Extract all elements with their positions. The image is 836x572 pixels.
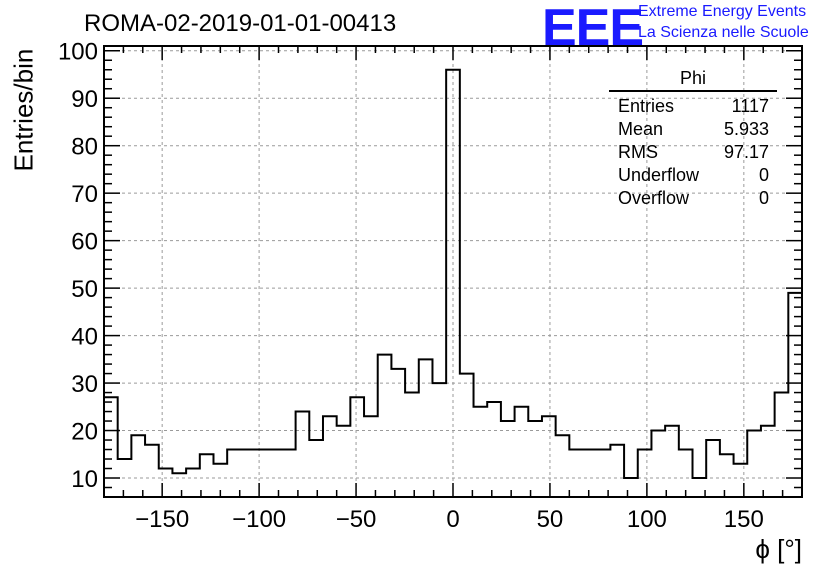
histogram-bin	[788, 293, 802, 497]
histogram-bin	[515, 407, 529, 497]
histogram-bin	[131, 435, 145, 497]
chart-title: ROMA-02-2019-01-01-00413	[84, 10, 397, 37]
histogram-bin	[651, 431, 665, 497]
histogram-bin	[323, 416, 337, 497]
y-tick-label: 100	[58, 39, 98, 66]
histogram-bin	[145, 445, 159, 497]
histogram-outline	[103, 68, 803, 497]
histogram-bin	[528, 421, 542, 497]
x-tick-label: 150	[724, 506, 764, 533]
histogram-bin	[255, 450, 269, 497]
y-axis-label: Entries/bin	[8, 48, 39, 172]
histogram-bin	[665, 426, 679, 497]
y-tick-label: 70	[71, 181, 98, 208]
histogram-bin	[432, 383, 446, 497]
stats-row: Underflow 0	[609, 164, 777, 187]
histogram-bin	[296, 412, 310, 497]
histogram-bin	[364, 416, 378, 497]
histogram-series	[103, 68, 803, 497]
logo-text-line1: Extreme Energy Events	[638, 3, 807, 20]
histogram-bin	[350, 397, 364, 497]
stats-value: 5.933	[723, 119, 769, 139]
stats-value: 0	[758, 188, 769, 208]
stats-row: RMS 97.17	[609, 141, 777, 164]
stats-row: Overflow 0	[609, 187, 777, 210]
histogram-bin	[282, 450, 296, 497]
histogram-bin	[761, 426, 775, 497]
stats-row: Mean 5.933	[609, 118, 777, 141]
histogram-bin	[309, 440, 323, 497]
histogram-bin	[569, 450, 583, 497]
stats-row: Entries 1117	[609, 95, 777, 118]
histogram-bin	[775, 393, 789, 497]
stats-value: 97.17	[723, 142, 769, 162]
histogram-bin	[610, 445, 624, 497]
stats-value: 0	[758, 165, 769, 185]
histogram-bin	[583, 450, 597, 497]
stats-title: Phi	[609, 68, 777, 92]
histogram-bin	[337, 426, 351, 497]
histogram-bin	[638, 450, 652, 497]
x-tick-label: 50	[537, 506, 564, 533]
histogram-bin	[706, 440, 720, 497]
stats-box: Phi Entries 1117 Mean 5.933 RMS 97.17 Un…	[609, 68, 777, 210]
x-tick-label: 0	[446, 506, 459, 533]
histogram-bin	[172, 473, 186, 497]
histogram-bin	[419, 359, 433, 497]
stats-label: RMS	[618, 142, 658, 162]
x-tick-label: −150	[135, 506, 189, 533]
x-tick-label: −50	[336, 506, 377, 533]
histogram-bin	[159, 469, 173, 497]
y-tick-label: 60	[71, 229, 98, 256]
histogram-bin	[693, 478, 707, 497]
histogram-bin	[747, 431, 761, 497]
y-tick-label: 90	[71, 86, 98, 113]
x-tick-label: −100	[232, 506, 286, 533]
eee-logo-mark: EEE	[542, 0, 644, 57]
histogram-bin	[597, 450, 611, 497]
x-tick-label: 100	[627, 506, 667, 533]
histogram-bin	[679, 450, 693, 497]
stats-label: Entries	[618, 96, 675, 116]
histogram-bin	[186, 469, 200, 497]
histogram-bin	[624, 478, 638, 497]
stats-label: Overflow	[618, 188, 690, 208]
y-tick-label: 30	[71, 371, 98, 398]
stats-label: Underflow	[618, 165, 700, 185]
histogram-bin	[227, 450, 241, 497]
histogram-bin	[405, 393, 419, 497]
stats-value: 1117	[731, 96, 769, 116]
y-tick-label: 50	[71, 276, 98, 303]
y-tick-label: 10	[71, 466, 98, 493]
histogram-bin	[542, 416, 556, 497]
x-axis-label: ϕ [°]	[755, 534, 802, 564]
histogram-bin	[734, 464, 748, 497]
histogram-bin	[501, 421, 515, 497]
y-tick-label: 80	[71, 134, 98, 161]
histogram-bin	[200, 454, 214, 497]
logo-text-line2: La Scienza nelle Scuole	[638, 24, 809, 41]
y-tick-label: 20	[71, 419, 98, 446]
axis-ticks	[103, 46, 803, 498]
histogram-bin	[720, 454, 734, 497]
histogram-bin	[241, 450, 255, 497]
y-tick-label: 40	[71, 324, 98, 351]
tick-labels: −150 −100 −50 0 50 100 150 10 20 30 40 50 60 70 80 90 10…	[58, 39, 764, 533]
histogram-bin	[378, 355, 392, 497]
histogram-bin	[487, 402, 501, 497]
stats-label: Mean	[618, 119, 664, 139]
histogram-bin	[474, 407, 488, 497]
histogram-bin	[556, 435, 570, 497]
histogram-bin	[268, 450, 282, 497]
